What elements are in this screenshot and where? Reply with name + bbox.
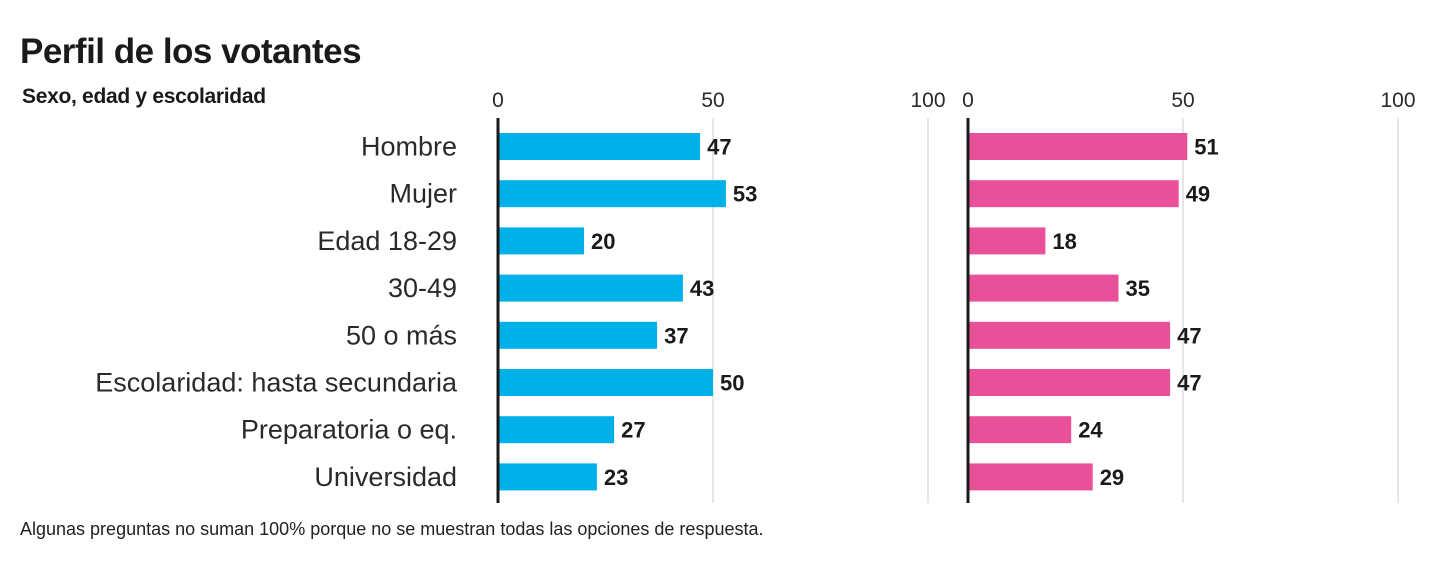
bar — [968, 463, 1093, 491]
value-label: 47 — [1177, 371, 1201, 396]
value-label: 24 — [1078, 418, 1103, 443]
category-label: 30-49 — [388, 273, 457, 303]
value-label: 50 — [720, 371, 744, 396]
tick-label: 0 — [492, 89, 504, 112]
bar — [968, 369, 1171, 396]
bar — [498, 180, 726, 208]
category-label: Universidad — [314, 462, 457, 492]
bar — [968, 227, 1046, 255]
category-label: Hombre — [361, 132, 457, 162]
value-label: 49 — [1186, 182, 1210, 207]
value-label: 18 — [1052, 229, 1076, 254]
bar — [968, 416, 1072, 444]
value-label: 29 — [1100, 465, 1124, 490]
bar — [498, 463, 597, 491]
chart-title: Perfil de los votantes — [20, 32, 362, 71]
tick-label: 50 — [1171, 89, 1194, 112]
bar — [498, 369, 713, 396]
bar — [498, 416, 615, 444]
value-label: 53 — [733, 182, 757, 207]
value-label: 20 — [591, 229, 615, 254]
value-label: 51 — [1194, 135, 1218, 160]
value-label: 47 — [707, 135, 731, 160]
bar — [498, 274, 683, 302]
bar — [968, 274, 1119, 302]
tick-label: 50 — [701, 89, 724, 112]
category-label: Preparatoria o eq. — [241, 415, 457, 445]
chart-subtitle: Sexo, edad y escolaridad — [22, 85, 266, 108]
category-label: Escolaridad: hasta secundaria — [95, 368, 458, 398]
value-label: 37 — [664, 323, 688, 348]
value-label: 43 — [690, 276, 714, 301]
tick-label: 0 — [962, 89, 974, 112]
footnote: Algunas preguntas no suman 100% porque n… — [20, 519, 764, 539]
bar — [968, 133, 1188, 160]
bar — [968, 321, 1171, 349]
bar — [498, 227, 584, 255]
bar — [968, 180, 1179, 208]
category-label: Mujer — [389, 179, 457, 209]
bar — [498, 321, 658, 349]
value-label: 47 — [1177, 323, 1201, 348]
tick-label: 100 — [1380, 89, 1415, 112]
category-label: Edad 18-29 — [317, 226, 457, 256]
tick-label: 100 — [910, 89, 945, 112]
value-label: 27 — [621, 418, 645, 443]
value-label: 35 — [1126, 276, 1150, 301]
value-label: 23 — [604, 465, 628, 490]
bar — [498, 133, 701, 160]
category-label: 50 o más — [346, 320, 457, 350]
